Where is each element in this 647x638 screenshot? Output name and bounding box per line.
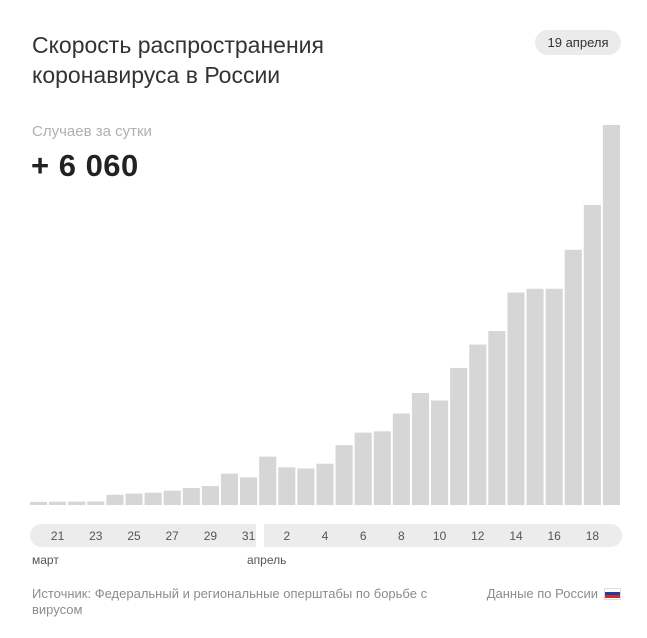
bar-18.04 bbox=[583, 204, 601, 505]
bar-28.03 bbox=[182, 488, 200, 505]
x-tick-label: 6 bbox=[359, 529, 367, 543]
bar-31.03 bbox=[240, 477, 258, 505]
bar-14.04 bbox=[507, 292, 525, 505]
chart-title: Скорость распространения коронавируса в … bbox=[32, 30, 452, 90]
metric-label: Случаев за сутки bbox=[32, 123, 152, 140]
bar-02.04 bbox=[278, 467, 296, 505]
bar-08.04 bbox=[392, 413, 410, 505]
x-tick-label: 23 bbox=[89, 529, 103, 543]
source-note: Источник: Федеральный и региональные опе… bbox=[32, 586, 428, 617]
bar-10.04 bbox=[431, 400, 449, 505]
bar-26.03 bbox=[144, 492, 162, 505]
x-tick-label: 18 bbox=[585, 529, 600, 543]
flag-stripe-red bbox=[605, 595, 620, 599]
bar-21.03 bbox=[49, 501, 67, 505]
x-tick-label: 10 bbox=[432, 529, 447, 543]
bar-16.04 bbox=[545, 288, 563, 505]
x-tick-label: 8 bbox=[398, 529, 405, 543]
bar-03.04 bbox=[297, 468, 315, 505]
bar-17.04 bbox=[564, 249, 582, 505]
bar-13.04 bbox=[488, 331, 506, 505]
bar-23.03 bbox=[87, 501, 105, 505]
x-tick-label: 29 bbox=[203, 529, 218, 543]
x-axis-band bbox=[30, 524, 622, 547]
bar-05.04 bbox=[335, 445, 353, 505]
bar-06.04 bbox=[354, 432, 372, 505]
date-badge: 19 апреля bbox=[535, 30, 621, 55]
chart-title-line-2: коронавируса в России bbox=[32, 62, 281, 88]
x-tick-label: 14 bbox=[509, 529, 523, 543]
russia-flag-icon bbox=[604, 587, 621, 600]
flag-stripe-white bbox=[605, 588, 620, 592]
flag-stripe-blue bbox=[605, 591, 620, 596]
country-note: Данные по России bbox=[487, 586, 621, 601]
chart-title-line-1: Скорость распространения bbox=[32, 32, 324, 58]
country-label: Данные по России bbox=[486, 586, 598, 601]
bar-07.04 bbox=[373, 431, 391, 505]
month-divider bbox=[256, 524, 264, 547]
bar-15.04 bbox=[526, 288, 544, 505]
bar-01.04 bbox=[259, 456, 277, 505]
month-label-march: март bbox=[32, 553, 59, 567]
bar-22.03 bbox=[68, 501, 86, 505]
month-label-april: апрель bbox=[247, 553, 287, 567]
bar-11.04 bbox=[450, 367, 468, 505]
bar-09.04 bbox=[411, 393, 430, 505]
bar-20.03 bbox=[30, 501, 48, 505]
x-tick-label: 21 bbox=[50, 529, 65, 543]
bar-24.03 bbox=[106, 494, 124, 505]
metric-value: + 6 060 bbox=[31, 148, 139, 183]
bar-29.03 bbox=[201, 486, 219, 505]
x-tick-label: 27 bbox=[165, 529, 179, 543]
x-tick-label: 2 bbox=[283, 529, 291, 543]
bar-30.03 bbox=[220, 473, 239, 505]
x-tick-label: 12 bbox=[471, 529, 485, 543]
bar-27.03 bbox=[163, 490, 181, 505]
x-tick-label: 4 bbox=[321, 529, 329, 543]
x-tick-label: 31 bbox=[241, 529, 256, 543]
x-tick-label: 25 bbox=[127, 529, 141, 543]
x-tick-label: 16 bbox=[547, 529, 561, 543]
bar-04.04 bbox=[316, 463, 334, 505]
bar-25.03 bbox=[125, 493, 143, 505]
bar-12.04 bbox=[469, 344, 487, 505]
bar-19.04 bbox=[602, 125, 620, 505]
